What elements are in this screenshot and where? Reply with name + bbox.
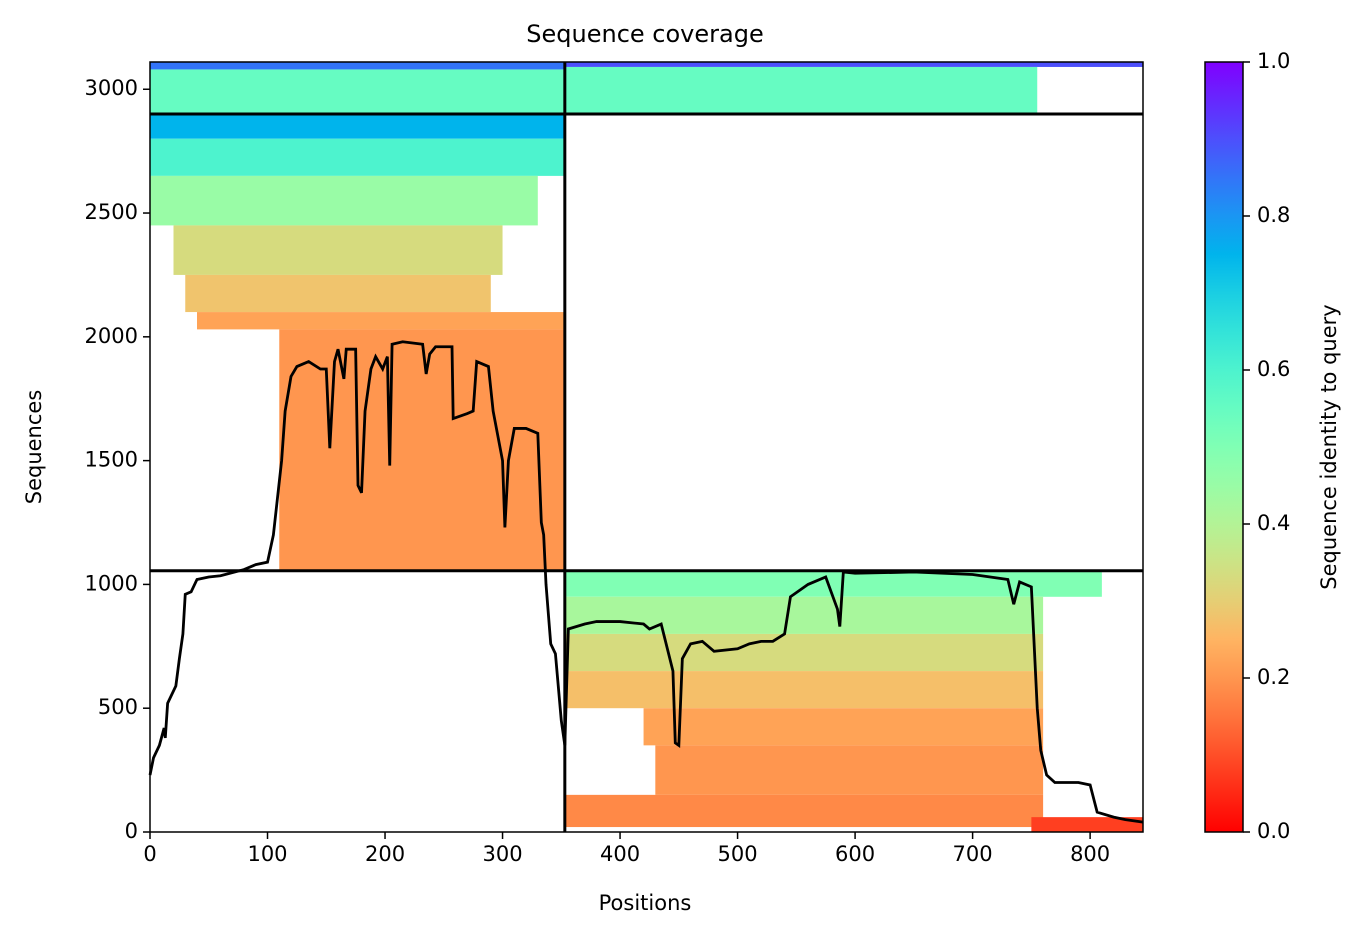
- x-tick-label: 200: [365, 842, 405, 866]
- x-tick-label: 0: [143, 842, 156, 866]
- y-tick-label: 2500: [85, 200, 138, 224]
- coverage-band: [150, 113, 565, 139]
- coverage-band: [564, 794, 1044, 828]
- chart-title: Sequence coverage: [526, 20, 763, 48]
- x-axis-label: Positions: [599, 891, 692, 915]
- x-tick-label: 800: [1070, 842, 1110, 866]
- y-tick-label: 1500: [85, 448, 138, 472]
- coverage-band: [1031, 817, 1143, 832]
- y-tick-label: 3000: [85, 76, 138, 100]
- colorbar-tick-label: 1.0: [1257, 49, 1290, 73]
- plot-frame: [149, 61, 1144, 833]
- x-tick-label: 400: [600, 842, 640, 866]
- x-tick-label: 500: [718, 842, 758, 866]
- coverage-band: [150, 69, 565, 114]
- coverage-band: [185, 274, 491, 313]
- y-tick-label: 0: [125, 819, 138, 843]
- coverage-band: [564, 596, 1044, 634]
- colorbar-tick-label: 0.4: [1257, 511, 1290, 535]
- y-tick-label: 500: [98, 695, 138, 719]
- colorbar-label: Sequence identity to query: [1317, 304, 1341, 589]
- coverage-band: [655, 745, 1044, 795]
- coverage-band: [564, 671, 1044, 709]
- colorbar-tick-label: 0.0: [1257, 819, 1290, 843]
- coverage-band: [643, 708, 1044, 746]
- x-tick-label: 600: [835, 842, 875, 866]
- colorbar-tick-label: 0.2: [1257, 665, 1290, 689]
- coverage-band: [150, 175, 538, 226]
- y-tick-label: 2000: [85, 324, 138, 348]
- x-tick-label: 700: [953, 842, 993, 866]
- x-tick-label: 100: [247, 842, 287, 866]
- coverage-band: [173, 225, 503, 275]
- coverage-band: [150, 138, 565, 176]
- coverage-band: [197, 312, 565, 330]
- coverage-band: [564, 62, 1143, 67]
- colorbar: [1204, 61, 1244, 833]
- y-axis-label: Sequences: [22, 390, 46, 505]
- colorbar-tick-label: 0.8: [1257, 203, 1290, 227]
- coverage-band: [564, 66, 1038, 114]
- coverage-band: [564, 633, 1044, 672]
- colorbar-tick-label: 0.6: [1257, 357, 1290, 381]
- y-tick-label: 1000: [85, 571, 138, 595]
- plot-area: [148, 62, 1144, 832]
- coverage-band: [279, 329, 565, 571]
- coverage-line: [148, 340, 1144, 824]
- coverage-band: [150, 62, 565, 70]
- x-tick-label: 300: [482, 842, 522, 866]
